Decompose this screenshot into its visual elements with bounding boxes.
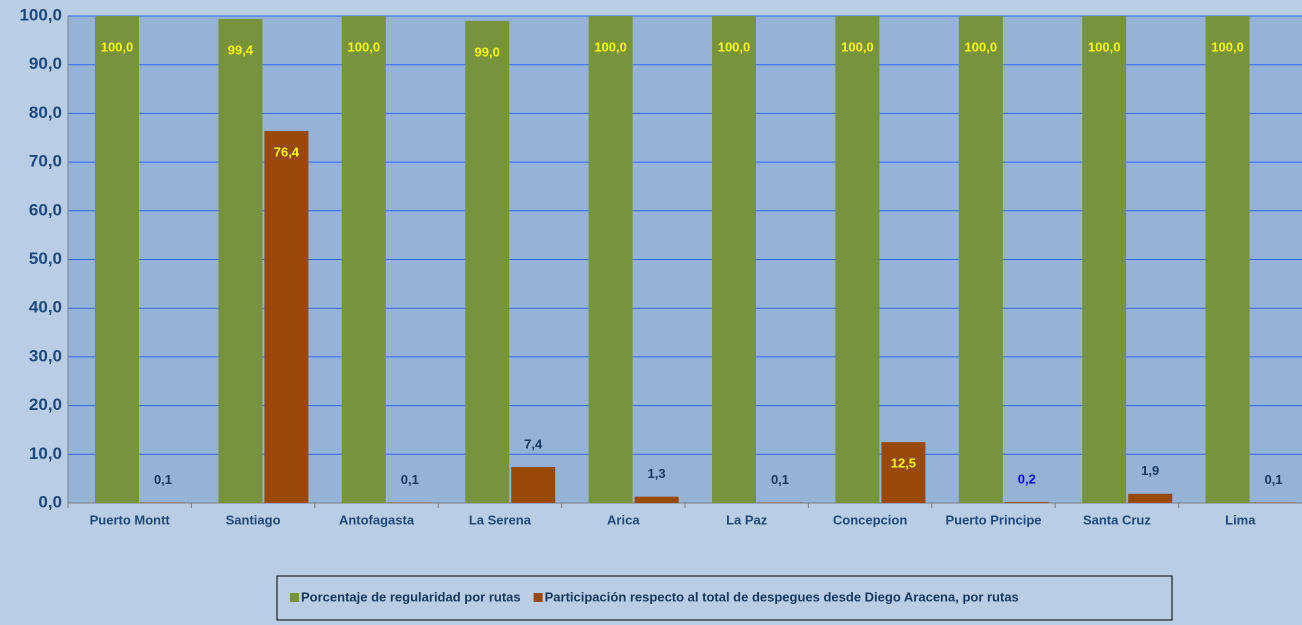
- x-tick-label: Arica: [607, 512, 640, 527]
- bar: [588, 16, 633, 503]
- legend-box: [276, 575, 1173, 621]
- y-tick-label: 10,0: [29, 444, 62, 463]
- x-tick-label: Concepcion: [833, 512, 907, 527]
- bar: [95, 16, 139, 503]
- bar: [634, 496, 679, 503]
- legend-label: Participación respecto al total de despe…: [545, 589, 1019, 604]
- data-label: 100,0: [841, 39, 874, 54]
- y-tick-label: 20,0: [29, 395, 62, 414]
- bar: [1205, 16, 1250, 503]
- legend-swatch: [290, 593, 299, 602]
- bar: [218, 18, 263, 504]
- data-label: 76,4: [274, 144, 300, 159]
- data-label: 100,0: [594, 39, 627, 54]
- bar: [712, 16, 756, 503]
- data-label: 0,1: [771, 472, 789, 487]
- x-tick-label: Antofagasta: [339, 512, 415, 527]
- x-tick-label: Puerto Montt: [90, 512, 171, 527]
- data-label: 100,0: [1211, 39, 1244, 54]
- bar: [1082, 16, 1127, 503]
- y-tick-label: 60,0: [29, 200, 62, 219]
- data-label: 99,0: [475, 44, 500, 59]
- data-label: 1,9: [1141, 463, 1159, 478]
- data-label: 100,0: [101, 39, 134, 54]
- x-tick-label: La Serena: [469, 512, 532, 527]
- data-label: 99,4: [228, 42, 254, 57]
- x-tick-label: Santa Cruz: [1083, 512, 1151, 527]
- bar: [835, 16, 880, 503]
- bar: [264, 130, 309, 503]
- y-tick-label: 40,0: [29, 298, 62, 317]
- bar: [465, 20, 510, 504]
- bar: [511, 466, 556, 503]
- y-tick-label: 90,0: [29, 54, 62, 73]
- data-label: 7,4: [524, 436, 543, 451]
- x-tick-label: La Paz: [726, 512, 768, 527]
- y-tick-label: 80,0: [29, 103, 62, 122]
- data-label: 0,1: [401, 472, 419, 487]
- data-label: 1,3: [648, 466, 666, 481]
- data-label: 100,0: [1088, 39, 1121, 54]
- x-tick-label: Santiago: [226, 512, 281, 527]
- x-tick-label: Puerto Principe: [945, 512, 1041, 527]
- y-tick-label: 0,0: [38, 492, 62, 511]
- bar: [1004, 502, 1049, 503]
- y-tick-label: 50,0: [29, 249, 62, 268]
- y-tick-label: 30,0: [29, 346, 62, 365]
- legend-swatch: [533, 593, 543, 602]
- data-label: 0,1: [1265, 472, 1283, 487]
- x-tick-label: Lima: [1225, 512, 1256, 527]
- bar: [341, 16, 386, 503]
- bar: [958, 16, 1003, 503]
- data-label: 100,0: [348, 39, 381, 54]
- bar: [1128, 493, 1173, 503]
- data-label: 100,0: [718, 39, 751, 54]
- data-label: 12,5: [891, 456, 916, 471]
- y-tick-label: 100,0: [19, 5, 62, 24]
- legend-label: Porcentaje de regularidad por rutas: [301, 589, 521, 604]
- data-label: 0,2: [1018, 471, 1036, 486]
- data-label: 0,1: [154, 472, 172, 487]
- y-tick-label: 70,0: [29, 152, 62, 171]
- bar: [881, 442, 926, 503]
- data-label: 100,0: [965, 39, 998, 54]
